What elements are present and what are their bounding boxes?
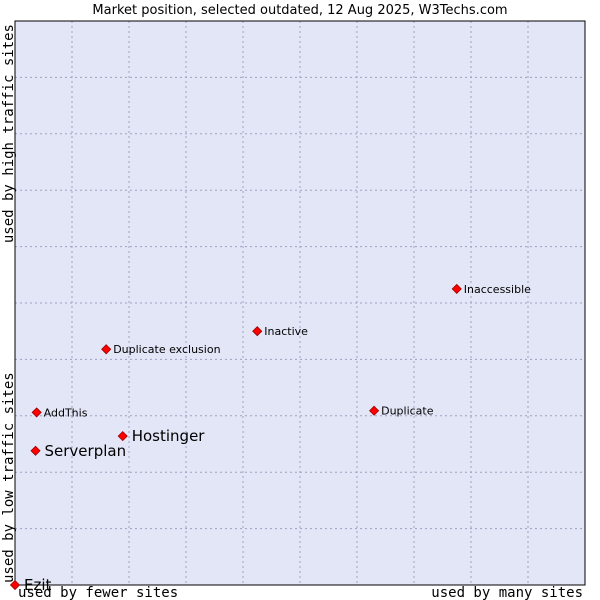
point-label: Duplicate: [381, 405, 434, 418]
data-point: Ezit: [9, 576, 52, 594]
data-point: Duplicate exclusion: [101, 343, 221, 356]
point-label: AddThis: [44, 406, 88, 419]
point-label: Serverplan: [45, 442, 127, 460]
data-point: Inactive: [252, 325, 308, 338]
point-marker: [30, 445, 41, 456]
grid-lines: [15, 21, 585, 585]
point-marker: [101, 344, 112, 355]
y-axis-label-top: used by high traffic sites: [1, 24, 17, 243]
x-axis-label-right: used by many sites: [431, 585, 583, 600]
point-marker: [451, 283, 462, 294]
point-marker: [9, 579, 21, 591]
data-point: Duplicate: [369, 405, 434, 418]
point-label: Hostinger: [132, 427, 206, 445]
plot-border: [14, 20, 586, 586]
x-axis-label-left: used by fewer sites: [18, 585, 178, 600]
point-label: Inactive: [264, 325, 308, 338]
point-marker: [252, 326, 263, 337]
data-point: Serverplan: [30, 442, 127, 460]
data-point: Hostinger: [117, 427, 206, 445]
y-axis-label-bottom: used by low traffic sites: [1, 372, 17, 583]
point-label: Ezit: [24, 576, 52, 594]
point-label: Inaccessible: [464, 283, 531, 296]
chart-title: Market position, selected outdated, 12 A…: [92, 3, 507, 18]
data-point: AddThis: [31, 406, 88, 419]
point-marker: [31, 407, 42, 418]
data-point: Inaccessible: [451, 283, 531, 296]
point-label: Duplicate exclusion: [113, 343, 220, 356]
point-marker: [369, 405, 380, 416]
data-points: Inaccessible Inactive Duplicate exclusion A…: [9, 283, 531, 594]
point-marker: [117, 431, 128, 442]
